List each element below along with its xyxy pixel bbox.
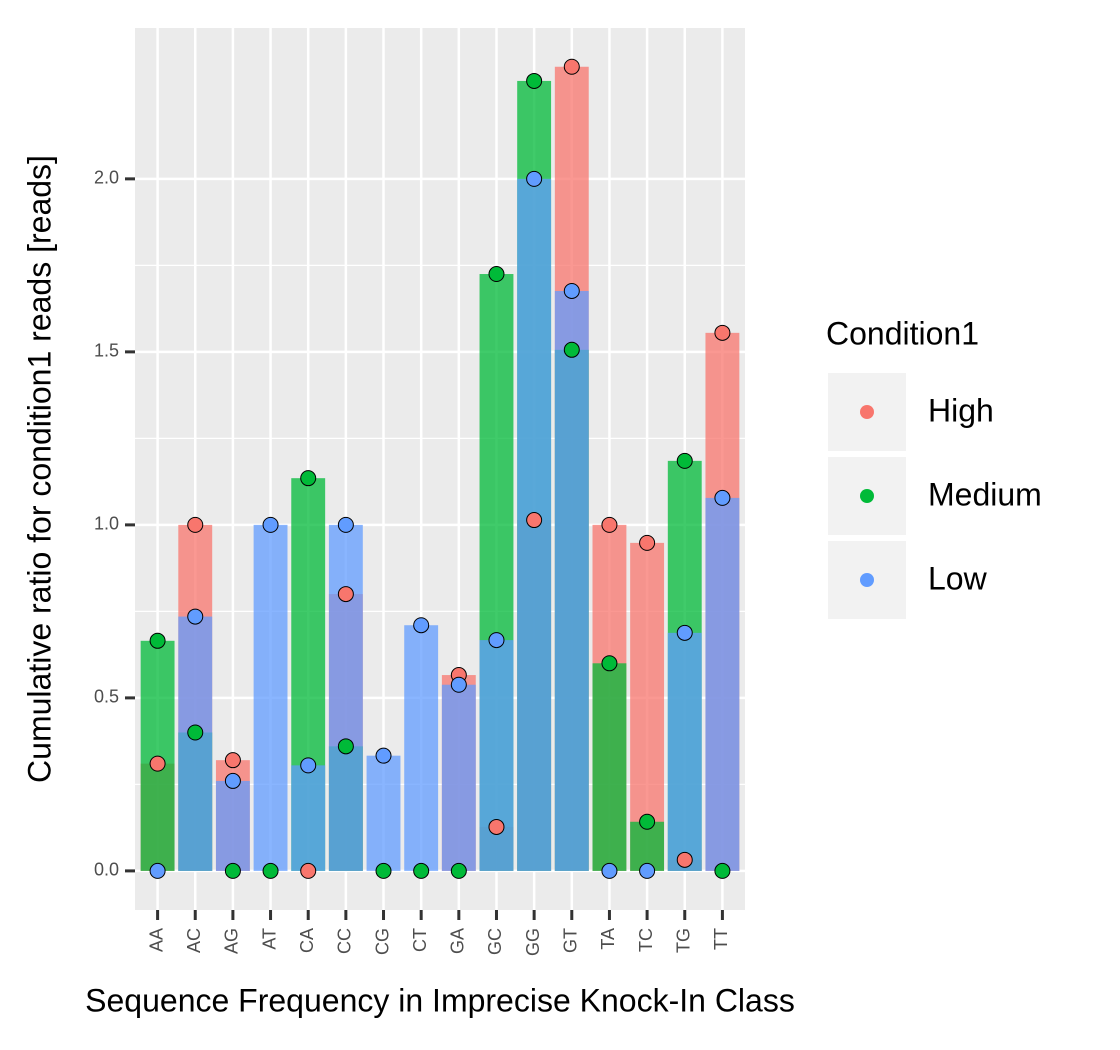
bar: [479, 640, 514, 871]
bar: [705, 497, 740, 871]
legend-marker: [860, 573, 874, 587]
x-tick-label: TC: [636, 928, 656, 952]
x-tick-label: AA: [146, 928, 166, 952]
point: [714, 489, 731, 506]
point: [375, 747, 392, 764]
x-tick-label: TG: [674, 928, 694, 953]
point: [488, 266, 505, 283]
point: [601, 862, 618, 879]
y-tick-label: 1.5: [94, 341, 119, 361]
legend-label: Medium: [928, 476, 1042, 512]
point: [149, 632, 166, 649]
x-tick-label: GA: [448, 928, 468, 954]
point: [224, 752, 241, 769]
point: [262, 862, 279, 879]
point: [187, 516, 204, 533]
x-tick-label: CG: [372, 928, 392, 955]
y-tick-label: 0.5: [94, 687, 119, 707]
point: [676, 624, 693, 641]
bar: [554, 290, 589, 871]
bar: [366, 755, 401, 871]
bar: [253, 524, 288, 871]
point: [337, 586, 354, 603]
point: [450, 676, 467, 693]
point: [149, 862, 166, 879]
point: [224, 862, 241, 879]
x-tick-label: AG: [222, 928, 242, 954]
point: [149, 755, 166, 772]
bar: [215, 780, 250, 871]
point: [563, 282, 580, 299]
y-tick-label: 1.0: [94, 514, 119, 534]
bar: [328, 524, 363, 871]
point: [488, 632, 505, 649]
y-tick-label: 0.0: [94, 860, 119, 880]
point: [413, 862, 430, 879]
bar: [630, 821, 665, 871]
x-tick-label: TA: [598, 928, 618, 950]
legend-marker: [860, 489, 874, 503]
point: [563, 58, 580, 75]
bar: [178, 616, 213, 871]
x-tick-label: CT: [410, 928, 430, 952]
point: [375, 862, 392, 879]
x-tick-label: GT: [561, 928, 581, 953]
point: [714, 862, 731, 879]
point: [187, 608, 204, 625]
point: [639, 813, 656, 830]
x-tick-label: CA: [297, 928, 317, 953]
point: [224, 772, 241, 789]
bar: [592, 663, 627, 871]
point: [413, 617, 430, 634]
point: [676, 452, 693, 469]
legend-title: Condition1: [826, 315, 979, 351]
bar: [441, 684, 476, 871]
x-axis-title: Sequence Frequency in Imprecise Knock-In…: [85, 982, 795, 1018]
legend-label: Low: [928, 560, 988, 596]
x-tick-label: AC: [184, 928, 204, 953]
point: [526, 512, 543, 529]
point: [488, 818, 505, 835]
x-tick-label: GC: [485, 928, 505, 955]
legend-marker: [860, 405, 874, 419]
point: [187, 724, 204, 741]
point: [450, 862, 467, 879]
bar: [404, 625, 439, 871]
y-tick-label: 2.0: [94, 168, 119, 188]
point: [526, 72, 543, 89]
bar: [667, 632, 702, 871]
point: [300, 862, 317, 879]
point: [639, 534, 656, 551]
point: [337, 738, 354, 755]
x-tick-label: AT: [259, 928, 279, 950]
point: [639, 862, 656, 879]
point: [676, 851, 693, 868]
legend-label: High: [928, 392, 994, 428]
x-tick-label: CC: [335, 928, 355, 954]
x-tick-label: TT: [711, 928, 731, 950]
point: [300, 757, 317, 774]
point: [337, 516, 354, 533]
bar: [291, 765, 326, 871]
point: [262, 516, 279, 533]
point: [714, 324, 731, 341]
x-tick-label: GG: [523, 928, 543, 956]
point: [601, 655, 618, 672]
point: [300, 470, 317, 487]
point: [526, 170, 543, 187]
y-axis-title: Cumulative ratio for condition1 reads [r…: [21, 155, 57, 783]
point: [601, 516, 618, 533]
point: [563, 341, 580, 358]
